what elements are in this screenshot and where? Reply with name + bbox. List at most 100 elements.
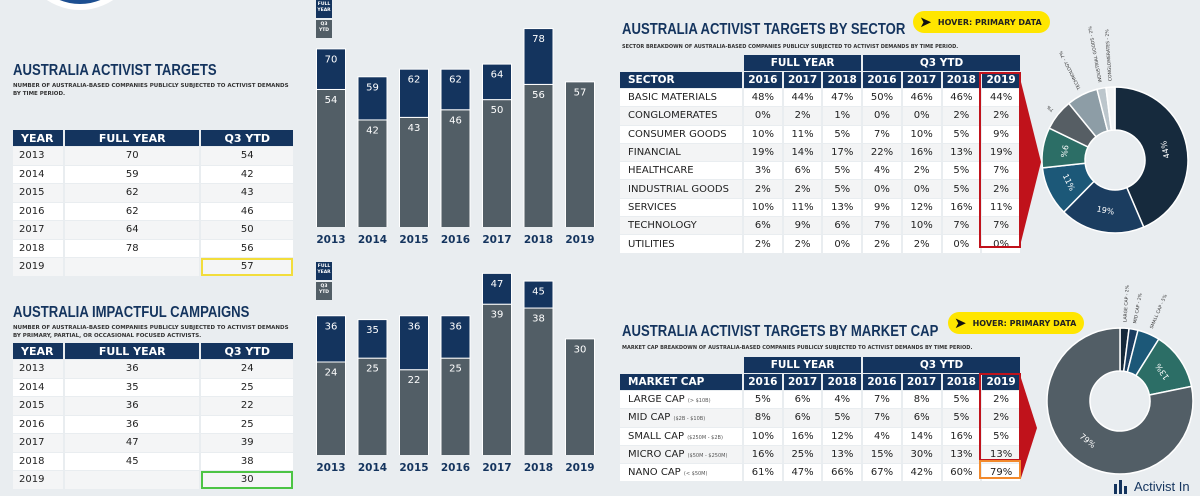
table-cell: 6% [783,409,822,427]
bar-label: 36 [325,321,338,332]
table-row: TECHNOLOGY 6% 9% 6% 7% 10% 7% 7% [620,217,1020,235]
table-cell: 2017 [13,221,63,239]
table-cell: 2% [902,235,941,253]
table-cell: 59 [65,165,200,183]
donut-label: LARGE CAP - 2% [1122,284,1130,322]
row-label: SMALL CAP ($250M - $2B) [620,427,742,445]
table-row: 2014 59 42 [13,165,293,183]
table-header: SECTOR 2016 2017 2018 2016 2017 2018 2019 [620,72,1020,88]
row-label: SERVICES [620,198,742,217]
bar-label: 36 [408,321,421,332]
table-cell: 13% [823,445,862,464]
x-tick-label: 2016 [441,234,470,246]
targets-subtitle: NUMBER OF AUSTRALIA-BASED COMPANIES PUBL… [13,83,289,97]
table-cell: 30 [201,471,293,489]
sector-donut-chart: 44%19%11%9%7%TECHNOLOGY - 7% INDUSTRIAL G… [1041,25,1189,234]
table-cell: 12% [902,198,941,217]
table-row: BASIC MATERIALS 48% 44% 47% 50% 46% 46% 44% [620,89,1020,107]
table-cell: 2016 [13,415,63,433]
row-label: INDUSTRIAL GOODS [620,180,742,198]
group-header-row: FULL YEAR Q3 YTD [620,357,1020,373]
donut-slice[interactable] [1062,180,1145,234]
table-cell: 7% [982,217,1020,235]
column-header: YEAR [13,343,63,359]
table-cell: 54 [201,147,293,165]
donut-slice[interactable] [1105,86,1116,132]
bar-label: 25 [366,364,379,375]
donut-slice[interactable] [1114,86,1189,229]
table-cell: 10% [902,125,941,143]
table-row: INDUSTRIAL GOODS 2% 2% 5% 0% 0% 5% 2% [620,180,1020,198]
table-cell: 2% [982,107,1020,125]
bar-label: 43 [408,123,421,134]
table-cell: 10% [744,125,782,143]
table-cell: 13% [823,198,862,217]
table-cell: 9% [863,198,901,217]
table-cell: 56 [201,239,293,257]
legend-bottom: FULL YEAR Q3 YTD [316,262,332,300]
row-label: CONSUMER GOODS [620,125,742,143]
column-header: 2017 [783,72,822,88]
table-cell [65,258,200,276]
table-cell: 0% [863,180,901,198]
bar-label: 57 [574,87,587,98]
table-cell: 11% [783,198,822,217]
table-cell: 0% [982,235,1020,253]
column-header: 2016 [744,72,782,88]
table-header: YEAR FULL YEAR Q3 YTD [13,343,293,359]
donut-label: CONGLOMERATES - 2% [1104,28,1113,81]
table-cell: 43 [201,184,293,202]
brand-name: Activist In [1134,479,1190,494]
targets-table: YEAR FULL YEAR Q3 YTD 2013 70 54 2014 59 42 2015 6… [11,129,295,277]
table-cell: 22 [201,397,293,415]
sector-subtitle: SECTOR BREAKDOWN OF AUSTRALIA-BASED COMP… [622,44,959,50]
table-cell: 44% [783,89,822,107]
table-row: 2017 64 50 [13,221,293,239]
table-cell: 22% [863,143,901,162]
bar-label: 54 [325,95,338,106]
bar-q3-ytd [441,110,470,227]
donut-slice[interactable] [1046,327,1194,475]
hover-primary-data-badge[interactable]: ➤ HOVER: PRIMARY DATA [948,312,1085,334]
table-cell: 61% [744,464,782,482]
x-tick-label: 2015 [399,234,428,246]
table-cell: 35 [65,378,200,396]
column-header: 2017 [902,374,941,390]
donut-label: TECHNOLOGY - 7% [1058,49,1083,91]
table-cell: 7% [982,162,1020,180]
table-cell: 30% [902,445,941,464]
targets-title: AUSTRALIA ACTIVIST TARGETS [13,62,217,79]
donut-label: INDUSTRIAL GOODS - 2% [1087,25,1104,83]
bar-full-year [441,316,470,358]
table-cell: 9% [783,217,822,235]
marketcap-donut-chart: LARGE CAP - 2% MID CAP - 2% SMALL CAP - 5%… [1046,284,1194,475]
hover-primary-data-badge[interactable]: ➤ HOVER: PRIMARY DATA [913,11,1050,33]
x-tick-label: 2017 [482,462,511,474]
donut-label: MID CAP - 2% [1132,292,1144,324]
table-cell: 24 [201,360,293,378]
table-cell: 42 [201,165,293,183]
table-cell: 16% [942,427,981,445]
column-header: 2016 [863,374,901,390]
x-tick-label: 2018 [524,462,553,474]
x-tick-label: 2014 [358,462,387,474]
highlight-2019-column [979,373,1021,461]
bar-label: 70 [325,54,338,65]
table-cell: 6% [783,391,822,409]
table-cell: 36 [65,415,200,433]
table-cell: 13% [982,445,1020,464]
legend-top: FULL YEAR Q3 YTD [316,0,332,38]
marketcap-table: FULL YEAR Q3 YTD MARKET CAP 2016 2017 2018 201… [618,356,1022,482]
bar-label: 78 [532,34,545,45]
bar-q3-ytd [483,100,511,227]
table-cell: 14% [783,143,822,162]
donut-label: 7% [1045,103,1055,113]
highlight-2019-column [979,72,1021,248]
column-header: 2018 [942,374,981,390]
table-cell: 2015 [13,184,63,202]
table-cell: 2% [783,107,822,125]
bar-full-year [317,316,345,362]
table-row: HEALTHCARE 3% 6% 5% 4% 2% 5% 7% [620,162,1020,180]
column-header: 2018 [823,72,862,88]
bar-q3-ytd [566,339,594,455]
